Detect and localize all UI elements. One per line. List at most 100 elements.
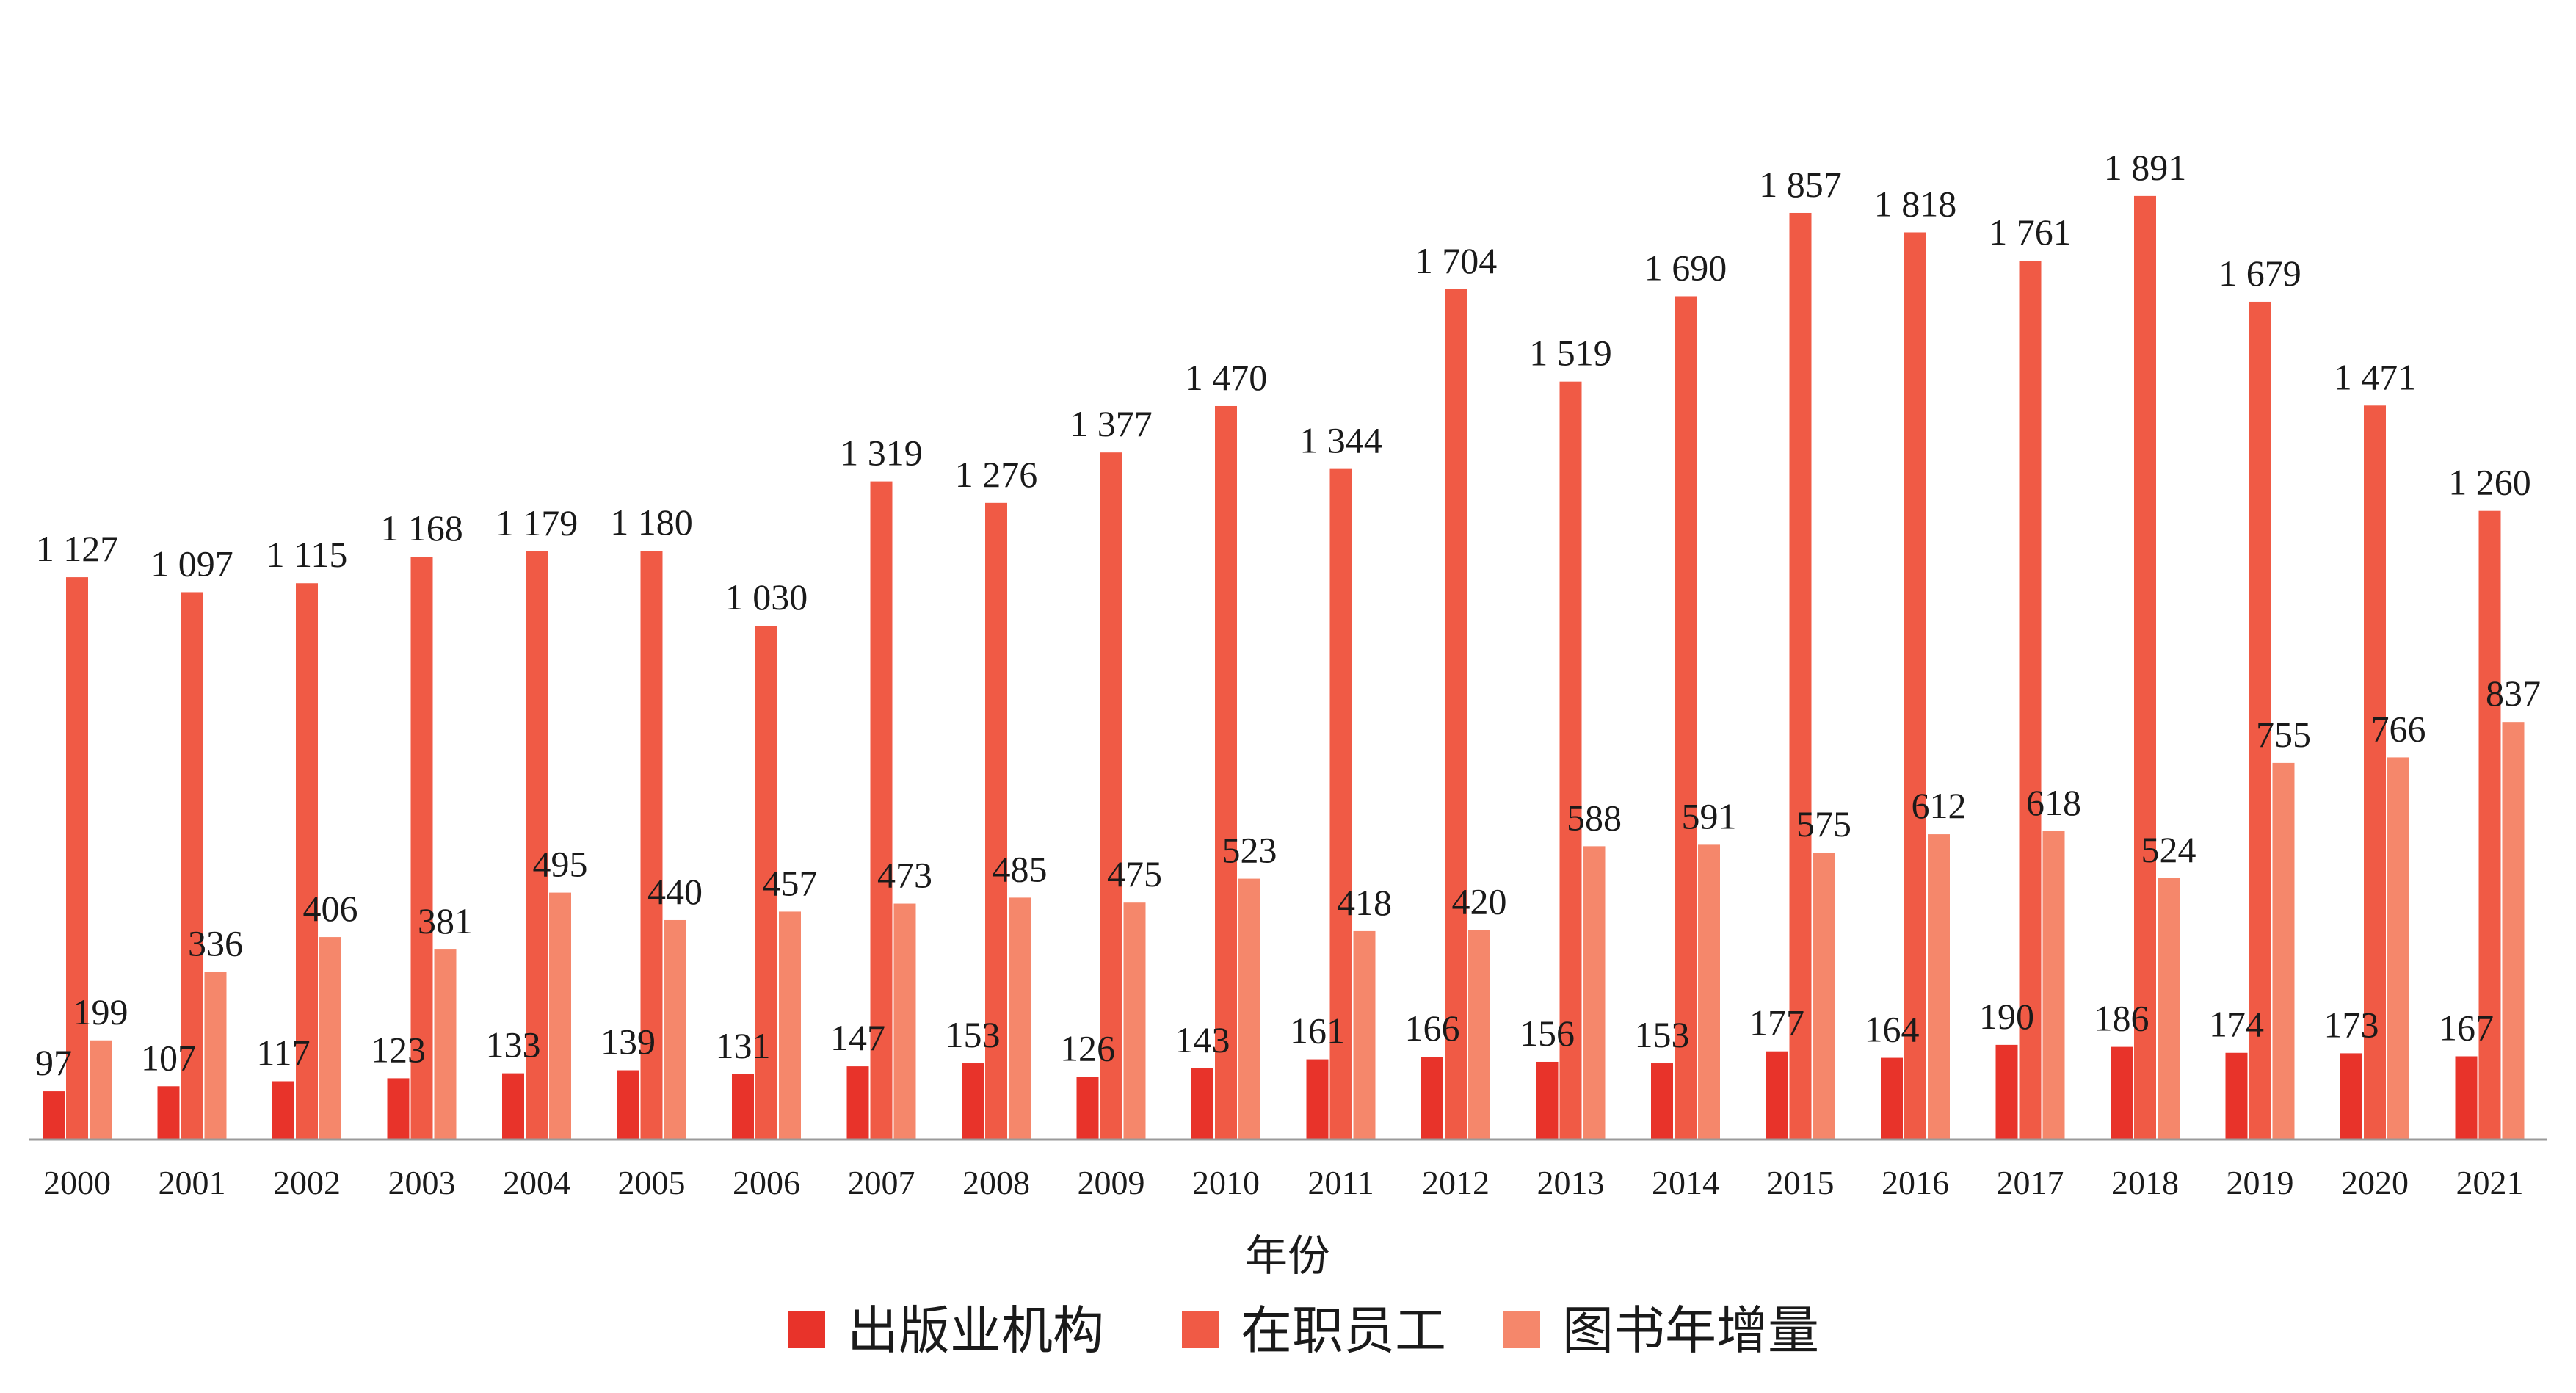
bar-publishing-orgs-2009 — [1076, 1077, 1099, 1140]
value-label-new-books-2011: 418 — [1337, 882, 1392, 923]
x-tick-label-2010: 2010 — [1192, 1164, 1260, 1201]
legend-swatch-new-books — [1503, 1311, 1540, 1348]
x-tick-label-2002: 2002 — [273, 1164, 341, 1201]
bar-publishing-orgs-2000 — [43, 1091, 65, 1140]
x-tick-label-2009: 2009 — [1078, 1164, 1145, 1201]
value-label-publishing-orgs-2020: 173 — [2324, 1004, 2379, 1045]
bar-employees-2006 — [755, 626, 777, 1140]
value-label-publishing-orgs-2000: 97 — [35, 1042, 72, 1083]
bar-new-books-2011 — [1353, 930, 1376, 1140]
value-label-new-books-2002: 406 — [303, 888, 358, 929]
x-tick-label-2011: 2011 — [1307, 1164, 1374, 1201]
bar-employees-2013 — [1559, 381, 1582, 1140]
value-label-new-books-2005: 440 — [647, 871, 703, 912]
value-label-new-books-2006: 457 — [763, 862, 818, 903]
value-label-new-books-2020: 766 — [2371, 708, 2426, 749]
bar-publishing-orgs-2012 — [1421, 1057, 1443, 1140]
bar-publishing-orgs-2003 — [387, 1078, 410, 1140]
value-label-publishing-orgs-2016: 164 — [1865, 1009, 1920, 1050]
x-axis-title: 年份 — [1245, 1232, 1330, 1280]
value-label-new-books-2004: 495 — [533, 844, 588, 885]
value-label-employees-2000: 1 127 — [36, 528, 119, 569]
value-label-employees-2020: 1 471 — [2334, 356, 2417, 397]
legend-label-new-books: 图书年增量 — [1562, 1303, 1819, 1360]
x-tick-label-2017: 2017 — [1997, 1164, 2064, 1201]
legend: 出版业机构 在职员工 图书年增量 — [788, 1303, 1819, 1360]
value-label-new-books-2012: 420 — [1452, 881, 1507, 922]
bar-new-books-2015 — [1813, 853, 1835, 1140]
bar-publishing-orgs-2006 — [732, 1074, 754, 1140]
bar-employees-2019 — [2249, 301, 2271, 1140]
bar-employees-2017 — [2019, 261, 2042, 1140]
bar-publishing-orgs-2002 — [272, 1081, 294, 1140]
bar-new-books-2000 — [90, 1040, 112, 1140]
value-label-publishing-orgs-2009: 126 — [1060, 1027, 1115, 1068]
value-label-publishing-orgs-2013: 156 — [1520, 1013, 1575, 1054]
bar-publishing-orgs-2014 — [1651, 1063, 1673, 1140]
bar-publishing-orgs-2021 — [2455, 1056, 2478, 1140]
bar-employees-2005 — [640, 551, 663, 1140]
bar-new-books-2021 — [2502, 722, 2525, 1140]
x-tick-label-2001: 2001 — [159, 1164, 226, 1201]
bar-new-books-2019 — [2272, 762, 2295, 1140]
value-label-employees-2006: 1 030 — [725, 576, 808, 618]
value-label-employees-2011: 1 344 — [1299, 420, 1382, 461]
value-label-employees-2002: 1 115 — [266, 534, 348, 575]
x-tick-label-2015: 2015 — [1767, 1164, 1835, 1201]
value-label-publishing-orgs-2005: 139 — [601, 1021, 656, 1063]
bar-new-books-2010 — [1238, 878, 1260, 1140]
legend-swatch-employees — [1182, 1311, 1219, 1348]
value-label-employees-2013: 1 519 — [1529, 333, 1612, 374]
value-label-new-books-2008: 485 — [993, 848, 1048, 889]
bar-employees-2014 — [1675, 296, 1697, 1140]
x-tick-label-2021: 2021 — [2456, 1164, 2524, 1201]
bar-new-books-2008 — [1009, 897, 1031, 1140]
x-tick-label-2016: 2016 — [1882, 1164, 1949, 1201]
bar-employees-2016 — [1904, 232, 1926, 1140]
value-label-employees-2004: 1 179 — [496, 502, 578, 543]
value-label-publishing-orgs-2001: 107 — [141, 1037, 196, 1078]
bar-new-books-2002 — [319, 937, 341, 1140]
value-label-publishing-orgs-2015: 177 — [1749, 1002, 1804, 1043]
bar-employees-2001 — [181, 592, 203, 1140]
bar-publishing-orgs-2018 — [2111, 1046, 2133, 1140]
value-label-publishing-orgs-2014: 153 — [1635, 1014, 1690, 1055]
x-tick-label-2000: 2000 — [43, 1164, 111, 1201]
value-label-employees-2019: 1 679 — [2218, 253, 2301, 294]
bar-new-books-2013 — [1583, 846, 1606, 1140]
bar-employees-2010 — [1215, 405, 1237, 1140]
bar-publishing-orgs-2007 — [846, 1066, 869, 1140]
bar-employees-2015 — [1789, 212, 1812, 1140]
bar-new-books-2012 — [1468, 930, 1490, 1140]
value-label-employees-2001: 1 097 — [150, 543, 233, 584]
value-label-employees-2009: 1 377 — [1070, 403, 1153, 444]
value-label-publishing-orgs-2011: 161 — [1290, 1010, 1345, 1052]
value-label-new-books-2003: 381 — [418, 900, 473, 941]
value-label-employees-2016: 1 818 — [1874, 183, 1957, 224]
value-label-publishing-orgs-2003: 123 — [371, 1029, 426, 1070]
bar-employees-2003 — [410, 557, 433, 1140]
bar-publishing-orgs-2013 — [1536, 1061, 1559, 1140]
bar-publishing-orgs-2015 — [1766, 1051, 1788, 1140]
x-tick-label-2020: 2020 — [2341, 1164, 2409, 1201]
value-label-employees-2005: 1 180 — [610, 502, 693, 543]
bar-new-books-2007 — [893, 903, 916, 1140]
bar-publishing-orgs-2001 — [157, 1086, 180, 1140]
value-label-new-books-2007: 473 — [877, 855, 932, 896]
x-tick-labels: 2000 2001 2002 2003 2004 2005 2006 2007 2008 2009… — [43, 1164, 2524, 1201]
value-label-publishing-orgs-2006: 131 — [716, 1025, 771, 1066]
bar-new-books-2005 — [664, 919, 686, 1140]
value-label-new-books-2009: 475 — [1107, 853, 1162, 894]
x-tick-label-2018: 2018 — [2111, 1164, 2179, 1201]
bar-publishing-orgs-2019 — [2225, 1052, 2248, 1140]
bar-new-books-2004 — [549, 892, 571, 1140]
value-label-employees-2003: 1 168 — [380, 507, 463, 549]
bar-publishing-orgs-2020 — [2340, 1053, 2362, 1140]
bar-employees-2011 — [1329, 468, 1352, 1140]
bar-new-books-2018 — [2158, 878, 2180, 1140]
bar-publishing-orgs-2017 — [1995, 1044, 2018, 1140]
value-label-new-books-2021: 837 — [2486, 673, 2541, 714]
bar-publishing-orgs-2011 — [1306, 1059, 1329, 1140]
bar-publishing-orgs-2005 — [617, 1070, 639, 1140]
